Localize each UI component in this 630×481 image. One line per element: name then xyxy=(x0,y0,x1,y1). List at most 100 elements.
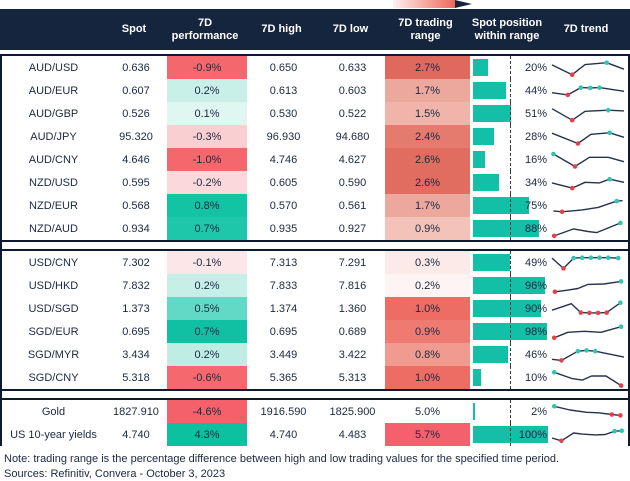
table-row: USD/HKD 7.832 0.2% 7.833 7.816 0.2% 96% xyxy=(2,274,628,297)
spot-value: 0.526 xyxy=(122,107,150,120)
position-label: 98% xyxy=(524,325,547,338)
high-point-dot xyxy=(578,85,584,90)
low-value: 4.627 xyxy=(338,153,367,166)
low-value: 0.590 xyxy=(338,176,367,189)
position-cell: 51% xyxy=(470,102,548,125)
low-value: 0.633 xyxy=(338,61,367,74)
sparkline-svg xyxy=(551,348,625,363)
high-point-dot xyxy=(618,324,624,329)
high-point-dot xyxy=(619,428,625,434)
high-point-dot xyxy=(588,255,594,260)
high-point-dot xyxy=(618,279,624,284)
pair-label: SGD/EUR xyxy=(28,325,79,338)
trend-sparkline xyxy=(548,79,628,102)
table-row: SGD/MYR 3.434 0.2% 3.449 3.422 0.8% 46% xyxy=(2,343,628,366)
position-bar xyxy=(473,197,530,214)
pair-label: SGD/MYR xyxy=(27,348,80,361)
trend-sparkline xyxy=(548,171,628,194)
fifty-percent-line xyxy=(510,366,511,389)
trend-sparkline xyxy=(548,102,628,125)
table-row: SGD/CNY 5.318 -0.6% 5.365 5.313 1.0% 10% xyxy=(2,366,628,389)
high-point-dot xyxy=(612,428,617,434)
trend-sparkline xyxy=(548,56,628,79)
high-point-dot xyxy=(571,255,576,261)
legend-gradient xyxy=(393,0,455,8)
spot-value: 95.320 xyxy=(119,130,153,143)
section-separator xyxy=(2,240,628,251)
high-value: 7.313 xyxy=(269,256,298,269)
table-body: AUD/USD 0.636 -0.9% 0.650 0.633 2.7% 20% AUD/EU… xyxy=(0,54,630,446)
high-point-dot xyxy=(605,107,611,113)
fifty-percent-line xyxy=(510,56,511,79)
high-point-dot xyxy=(587,85,593,91)
note-text: Note: trading range is the percentage di… xyxy=(4,453,560,465)
high-value: 4.746 xyxy=(269,153,298,166)
high-value: 0.935 xyxy=(269,222,298,235)
sparkline-svg xyxy=(552,279,624,295)
performance-cell: -0.1% xyxy=(167,251,247,274)
position-bar xyxy=(473,220,539,237)
trading-range-cell: 2.4% xyxy=(385,125,470,148)
low-point-dot xyxy=(578,310,584,315)
high-point-dot xyxy=(575,348,581,354)
position-cell: 2% xyxy=(470,400,548,423)
low-value: 0.927 xyxy=(338,222,367,235)
high-point-dot xyxy=(607,130,612,136)
spot-value: 4.646 xyxy=(122,153,150,166)
legend-arrow-icon xyxy=(455,0,472,8)
low-point-dot xyxy=(618,413,623,418)
low-point-dot xyxy=(551,233,557,239)
table-row: USD/SGD 1.373 0.5% 1.374 1.360 1.0% 90% xyxy=(2,297,628,320)
trading-range-cell: 2.7% xyxy=(385,56,470,79)
trading-range-cell: 1.5% xyxy=(385,102,470,125)
pair-label: NZD/USD xyxy=(29,176,78,189)
spot-value: 7.302 xyxy=(122,256,150,269)
low-point-dot xyxy=(551,335,557,341)
position-bar xyxy=(473,105,512,122)
table-row: AUD/CNY 4.646 -1.0% 4.746 4.627 2.6% 16% xyxy=(2,148,628,171)
performance-cell: 0.7% xyxy=(167,217,247,240)
header-7d-performance: 7D performance xyxy=(171,16,239,42)
spot-value: 0.607 xyxy=(122,84,150,97)
performance-cell: -0.2% xyxy=(167,171,247,194)
trend-sparkline xyxy=(548,297,628,320)
pair-label: US 10-year yields xyxy=(10,428,97,441)
spot-value: 1.373 xyxy=(122,302,150,315)
high-value: 1.374 xyxy=(269,302,298,315)
position-label: 96% xyxy=(524,279,547,292)
position-label: 20% xyxy=(524,61,547,74)
pair-label: NZD/AUD xyxy=(29,222,78,235)
position-cell: 75% xyxy=(470,194,548,217)
low-value: 7.816 xyxy=(338,279,367,292)
position-bar xyxy=(473,346,508,363)
position-bar xyxy=(473,300,541,317)
pair-label: USD/CNY xyxy=(28,256,79,269)
footer: Note: trading range is the percentage di… xyxy=(0,446,630,481)
trend-sparkline xyxy=(548,320,628,343)
position-bar xyxy=(473,151,485,168)
fifty-percent-line xyxy=(510,297,511,320)
position-cell: 10% xyxy=(470,366,548,389)
position-label: 46% xyxy=(524,348,547,361)
position-label: 44% xyxy=(524,84,547,97)
trend-sparkline xyxy=(548,194,628,217)
position-bar xyxy=(473,82,506,99)
high-value: 0.570 xyxy=(269,199,298,212)
sparkline-svg xyxy=(551,176,625,191)
trading-range-cell: 0.2% xyxy=(385,274,470,297)
low-value: 3.422 xyxy=(338,348,367,361)
low-point-dot xyxy=(559,209,565,215)
sparkline-svg xyxy=(551,404,623,418)
table-header: Spot 7D performance 7D high 7D low 7D tr… xyxy=(0,9,630,50)
low-point-dot xyxy=(569,185,575,191)
performance-cell: 4.3% xyxy=(167,423,247,446)
fifty-percent-line xyxy=(510,102,511,125)
high-point-dot xyxy=(618,300,623,306)
low-point-dot xyxy=(569,117,575,123)
table-row: AUD/EUR 0.607 0.2% 0.613 0.603 1.7% 44% xyxy=(2,79,628,102)
high-point-dot xyxy=(592,348,598,354)
trend-sparkline xyxy=(548,366,628,389)
high-point-dot xyxy=(618,220,623,226)
position-cell: 100% xyxy=(470,423,548,446)
low-point-dot xyxy=(552,289,558,295)
